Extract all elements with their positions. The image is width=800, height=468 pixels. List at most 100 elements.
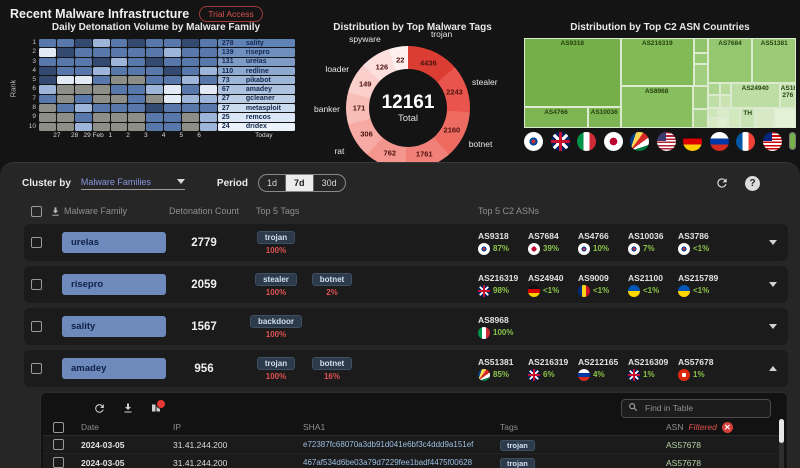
heatmap-rank-label: 6 [32,85,36,93]
scrollbar-thumb[interactable] [779,419,784,443]
heatmap-today-bar: 67 amadey [217,85,295,94]
treemap-box[interactable] [694,53,708,65]
table-row[interactable]: amadey 956 trojan 100% botnet 16% AS51381 85% AS… [24,350,788,387]
donut-chart: Distribution by Top Malware Tags 12161 T… [314,22,510,170]
cluster-by-label: Cluster by [22,177,71,189]
select-all-checkbox[interactable] [30,205,42,217]
heatmap-row: 10 24 dridex [22,122,302,131]
expand-chevron[interactable] [769,240,777,245]
treemap-box[interactable] [755,107,775,128]
heatmap-cell [110,39,128,48]
detonation-count: 956 [194,362,214,375]
treemap-box-AS7684[interactable]: AS7684 [707,38,753,83]
scrollbar[interactable] [779,419,784,468]
expand-chevron[interactable] [769,282,777,287]
family-pill[interactable]: urelas [62,232,166,253]
flag-jp-icon[interactable] [603,131,623,151]
heatmap-cell [146,94,164,104]
treemap-box-AS8968[interactable]: AS8968 [620,85,693,128]
period-7d-button[interactable]: 7d [286,175,314,191]
treemap-box-TH[interactable]: TH [740,107,756,128]
asn-percent: 85% [493,370,510,379]
expand-chevron[interactable] [769,324,777,329]
treemap-box[interactable] [694,38,708,54]
table-row[interactable]: urelas 2779 trojan 100% AS9318 87% AS7684 39% AS… [24,224,788,261]
row-checkbox[interactable] [52,457,64,468]
find-in-table-box[interactable] [621,398,771,418]
refresh-icon[interactable] [715,176,729,190]
treemap-box-AS9318[interactable]: AS9318 [524,38,621,108]
treemap-box[interactable] [718,117,728,128]
treemap-box[interactable] [694,64,708,86]
flag-us-icon[interactable] [656,131,676,151]
period-30d-button[interactable]: 30d [321,178,337,188]
tag-chip: stealer [255,272,297,286]
flag-sc-icon[interactable] [630,131,649,151]
treemap-box[interactable] [728,107,741,128]
flag-it-icon[interactable] [577,131,596,151]
treemap-box-AS216319[interactable]: AS216319 [620,38,694,86]
period-1d-button[interactable]: 1d [259,175,287,191]
row-checkbox[interactable] [30,279,42,290]
heatmap-cell [182,48,200,57]
expand-chevron[interactable] [769,366,777,371]
row-checkbox[interactable] [30,363,42,374]
flag-my-icon[interactable] [762,131,782,151]
treemap-box-AS24940[interactable]: AS24940 [730,82,780,108]
column-settings-icon[interactable] [150,399,166,414]
table-row[interactable]: risepro 2059 stealer 100% botnet 2% AS216319 98… [24,266,788,303]
treemap-box[interactable] [707,95,720,108]
toggle-family-button[interactable]: Family [790,133,795,149]
heatmap-cell [39,113,56,122]
treemap-box-AS4766[interactable]: AS4766 [524,107,588,128]
heatmap-cell [182,85,200,94]
heatmap-cell [182,104,200,113]
donut-segment-value: 1761 [415,149,433,159]
treemap-box-AS10036[interactable]: AS10036 [587,107,621,128]
family-pill[interactable]: sality [62,316,166,337]
asn-name: AS212165 [578,356,619,367]
treemap-box[interactable] [719,82,731,96]
help-icon[interactable]: ? [745,175,760,191]
treemap-box[interactable] [718,107,728,118]
treemap-box[interactable] [692,85,708,110]
table-row[interactable]: sality 1567 backdoor 100% AS8968 100% [24,308,788,345]
treemap-box[interactable] [719,95,731,108]
heatmap-today-bar: 27 metasploit [217,104,295,113]
asn-percent: 7% [643,244,655,253]
treemap-box[interactable] [707,117,719,128]
flag-kr-icon[interactable] [524,131,543,151]
heatmap-cell [128,57,146,66]
heatmap-cell [200,66,217,76]
select-all-checkbox[interactable] [52,421,64,433]
download-icon[interactable] [48,206,62,217]
search-input[interactable] [643,402,764,414]
family-pill[interactable]: risepro [62,274,166,295]
heatmap-cell [128,104,146,113]
asn-name: AS9318 [478,230,509,241]
family-pill[interactable]: amadey [62,358,166,379]
flag-ru-icon[interactable] [709,131,729,151]
asn-cell: AS7684 39% [528,231,578,255]
flag-fr-icon[interactable] [736,131,755,151]
treemap-box[interactable] [707,82,720,96]
row-checkbox[interactable] [30,321,42,332]
treemap-box[interactable] [707,107,719,118]
x-tick-label: 1 [108,131,113,139]
row-checkbox[interactable] [30,237,42,248]
clear-filter-icon[interactable]: ✕ [721,421,733,433]
row-checkbox[interactable] [52,439,64,450]
heatmap-cell [182,76,200,85]
cluster-by-dropdown[interactable]: Malware Families [80,177,185,190]
flag-gb-icon[interactable] [550,131,570,151]
flag-de-icon[interactable] [683,131,702,151]
treemap-box[interactable] [692,109,708,128]
asn-percent: 1% [693,370,705,379]
treemap-box[interactable] [774,107,796,128]
detonation-detail-panel: Date IP SHA1 Tags ASN Filtered ✕ 2024-03… [40,392,788,468]
treemap-box-AS51381[interactable]: AS51381 [752,38,796,83]
heatmap-cell [74,94,92,104]
treemap-box-AS16276[interactable]: AS16 276 [779,82,796,108]
refresh-icon[interactable] [93,402,106,415]
download-icon[interactable] [122,402,134,414]
